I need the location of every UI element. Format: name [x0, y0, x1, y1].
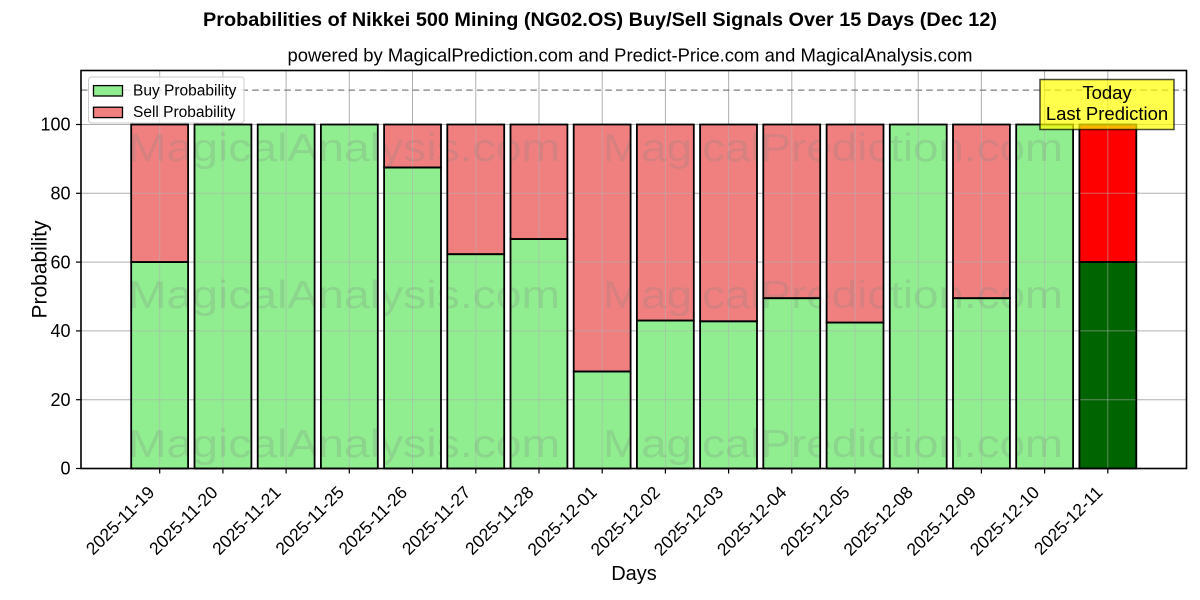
svg-text:Probabilities of Nikkei 500 Mi: Probabilities of Nikkei 500 Mining (NG02…	[203, 9, 997, 31]
svg-text:powered by MagicalPrediction.c: powered by MagicalPrediction.com and Pre…	[288, 45, 973, 66]
svg-text:80: 80	[50, 184, 70, 204]
svg-text:Last Prediction: Last Prediction	[1046, 103, 1168, 124]
svg-text:Sell Probability: Sell Probability	[133, 104, 236, 121]
svg-text:MagicalAnalysis.com: MagicalAnalysis.com	[128, 274, 560, 317]
svg-text:100: 100	[40, 115, 70, 135]
svg-text:MagicalPrediction.com: MagicalPrediction.com	[603, 127, 1063, 170]
svg-text:MagicalPrediction.com: MagicalPrediction.com	[603, 274, 1063, 317]
svg-text:0: 0	[60, 459, 70, 479]
svg-text:20: 20	[50, 390, 70, 410]
svg-text:MagicalAnalysis.com: MagicalAnalysis.com	[128, 423, 560, 466]
svg-text:MagicalAnalysis.com: MagicalAnalysis.com	[128, 127, 560, 170]
svg-text:Today: Today	[1082, 82, 1132, 103]
svg-text:40: 40	[50, 321, 70, 341]
svg-text:Buy Probability: Buy Probability	[133, 83, 237, 100]
svg-text:Probability: Probability	[29, 220, 52, 319]
svg-text:MagicalPrediction.com: MagicalPrediction.com	[603, 423, 1063, 466]
svg-text:60: 60	[50, 252, 70, 272]
svg-text:Days: Days	[611, 563, 657, 585]
